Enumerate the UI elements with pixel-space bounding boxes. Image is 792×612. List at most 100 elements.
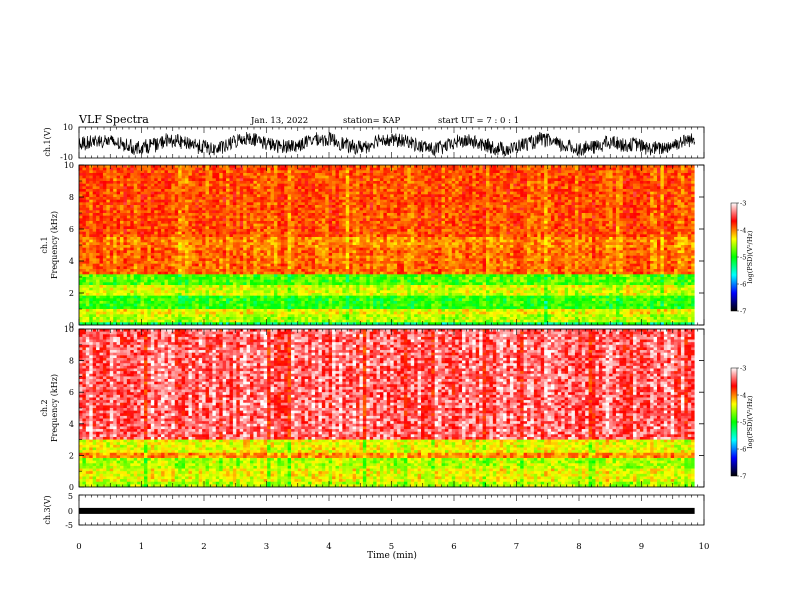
spectrogram-cell (687, 199, 692, 203)
spectrogram-cell (106, 210, 111, 214)
spectrogram-cell (626, 213, 630, 216)
spectrogram-cell (311, 183, 316, 187)
spectrogram-cell (338, 237, 343, 240)
spectrogram-cell (215, 183, 220, 187)
spectrogram-cell (243, 237, 247, 240)
spectrogram-cell (516, 197, 521, 200)
spectrogram-cell (427, 189, 432, 192)
spectrogram-cell (421, 223, 425, 227)
spectrogram-cell (349, 218, 353, 222)
spectrogram-cell (256, 237, 261, 240)
spectrogram-cell (462, 181, 466, 184)
spectrogram-cell (253, 213, 258, 216)
spectrogram-cell (140, 167, 145, 171)
spectrogram-cell (335, 181, 340, 184)
spectrogram-cell (130, 186, 135, 190)
spectrogram-cell (270, 175, 275, 179)
spectrogram-cell (544, 183, 548, 187)
spectrogram-cell (308, 186, 312, 190)
spectrogram-cell (663, 191, 668, 195)
spectrogram-cell (369, 223, 374, 227)
spectrogram-cell (113, 234, 117, 238)
spectrogram-cell (561, 205, 565, 208)
spectrogram-cell (506, 207, 511, 211)
spectrogram-cell (544, 194, 548, 198)
spectrogram-cell (267, 210, 271, 214)
spectrogram-cell (417, 202, 422, 206)
spectrogram-cell (585, 223, 589, 227)
spectrogram-cell (321, 181, 326, 184)
spectrogram-cell (335, 178, 340, 182)
spectrogram-cell (547, 178, 552, 182)
spectrogram-cell (691, 194, 695, 198)
spectrogram-cell (181, 173, 186, 176)
spectrogram-cell (304, 221, 309, 224)
spectrogram-cell (185, 170, 189, 174)
spectrogram-cell (602, 223, 606, 227)
spectrogram-cell (438, 202, 442, 206)
spectrogram-cell (130, 183, 135, 187)
spectrogram-cell (598, 221, 603, 224)
spectrogram-cell (612, 194, 617, 198)
spectrogram-cell (246, 237, 251, 240)
spectrogram-cell (164, 213, 169, 216)
spectrogram-cell (397, 173, 401, 176)
spectrogram-cell (174, 183, 179, 187)
spectrogram-cell (239, 226, 244, 230)
spectrogram-cell (130, 199, 135, 203)
spectrogram-cell (202, 231, 206, 235)
spectrogram-cell (407, 167, 412, 171)
spectrogram-cell (472, 186, 477, 190)
spectrogram-cell (465, 223, 470, 227)
spectrogram-cell (540, 210, 545, 214)
spectrogram-cell (116, 221, 121, 224)
spectrogram-cell (345, 226, 350, 230)
spectrogram-cell (345, 231, 350, 235)
spectrogram-cell (691, 191, 695, 195)
spectrogram-cell (273, 202, 278, 206)
spectrogram-cell (574, 181, 579, 184)
spectrogram-cell (260, 183, 264, 187)
spectrogram-cell (414, 205, 418, 208)
spectrogram-cell (448, 183, 453, 187)
spectrogram-cell (605, 197, 610, 200)
spectrogram-cell (140, 226, 145, 230)
spectrogram-cell (376, 218, 381, 222)
spectrogram-cell (424, 189, 429, 192)
spectrogram-cell (537, 175, 542, 179)
spectrogram-cell (612, 202, 617, 206)
spectrogram-cell (612, 170, 617, 174)
spectrogram-cell (273, 178, 278, 182)
spectrogram-cell (486, 173, 490, 176)
spectrogram-cell (123, 178, 128, 182)
spectrogram-cell (633, 189, 637, 192)
spectrogram-cell (622, 215, 627, 219)
spectrogram-cell (328, 213, 333, 216)
spectrogram-cell (284, 223, 288, 227)
spectrogram-cell (232, 210, 237, 214)
spectrogram-cell (417, 178, 422, 182)
spectrogram-cell (243, 202, 247, 206)
spectrogram-cell (342, 183, 347, 187)
spectrogram-cell (356, 178, 360, 182)
spectrogram-cell (263, 183, 268, 187)
spectrogram-cell (89, 215, 93, 219)
spectrogram-cell (85, 170, 90, 174)
spectrogram-cell (612, 189, 617, 192)
spectrogram-cell (212, 191, 217, 195)
spectrogram-cell (222, 237, 227, 240)
spectrogram-cell (267, 229, 271, 232)
spectrogram-cell (527, 221, 531, 224)
spectrogram-cell (667, 189, 671, 192)
spectrogram-cell (301, 226, 306, 230)
spectrogram-cell (646, 215, 651, 219)
spectrogram-cell (195, 191, 199, 195)
spectrogram-cell (171, 234, 176, 238)
spectrogram-cell (79, 189, 83, 192)
spectrogram-cell (468, 178, 473, 182)
spectrogram-cell (503, 237, 507, 240)
spectrogram-cell (137, 237, 141, 240)
spectrogram-cell (167, 237, 172, 240)
spectrogram-cell (328, 167, 333, 171)
spectrogram-cell (496, 202, 500, 206)
